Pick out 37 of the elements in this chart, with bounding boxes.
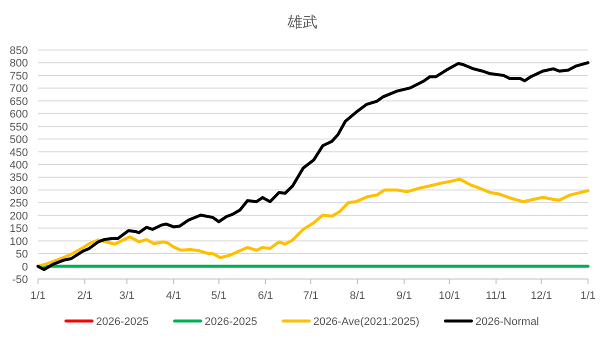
y-tick-label: 400 (10, 160, 28, 172)
y-tick-label: 200 (10, 210, 28, 222)
legend-label: 2026-2025 (96, 316, 149, 328)
y-tick-label: 250 (10, 198, 28, 210)
y-tick-label: 650 (10, 96, 28, 108)
y-tick-label: 450 (10, 146, 28, 159)
legend-label: 2026-Normal (475, 316, 540, 328)
y-tick-label: 700 (10, 83, 28, 96)
x-tick-label: 9/1 (396, 290, 412, 302)
x-tick-label: 1/1 (580, 290, 596, 302)
y-tick-label: 750 (10, 70, 28, 82)
y-tick-label: 800 (10, 58, 28, 70)
x-tick-label: 3/1 (119, 290, 135, 302)
y-tick-label: 350 (10, 172, 28, 184)
x-tick-label: 12/1 (530, 290, 552, 302)
x-tick-label: 4/1 (166, 290, 182, 302)
x-tick-label: 8/1 (350, 290, 366, 302)
y-tick-label: 600 (10, 108, 28, 121)
legend-label: 2026-Ave(2021:2025) (313, 316, 420, 328)
y-tick-label: 50 (16, 248, 28, 261)
x-tick-label: 6/1 (258, 290, 274, 302)
x-tick-label: 11/1 (486, 290, 506, 302)
x-tick-label: 1/1 (30, 290, 46, 302)
x-tick-label: 2/1 (77, 290, 92, 302)
y-tick-label: 500 (10, 134, 28, 146)
y-tick-label: 100 (10, 236, 28, 248)
title: 雄武 (288, 14, 318, 31)
y-tick-label: 550 (10, 121, 28, 134)
y-tick-label: -50 (12, 274, 28, 286)
legend-label: 2026-2025 (204, 316, 258, 328)
x-tick-label: 10/1 (438, 290, 460, 302)
y-tick-label: 150 (10, 223, 28, 236)
y-tick-label: 300 (10, 184, 28, 197)
y-tick-label: 0 (22, 261, 28, 274)
x-tick-label: 5/1 (211, 290, 226, 302)
x-tick-label: 7/1 (303, 290, 318, 302)
y-tick-label: 850 (10, 45, 28, 57)
